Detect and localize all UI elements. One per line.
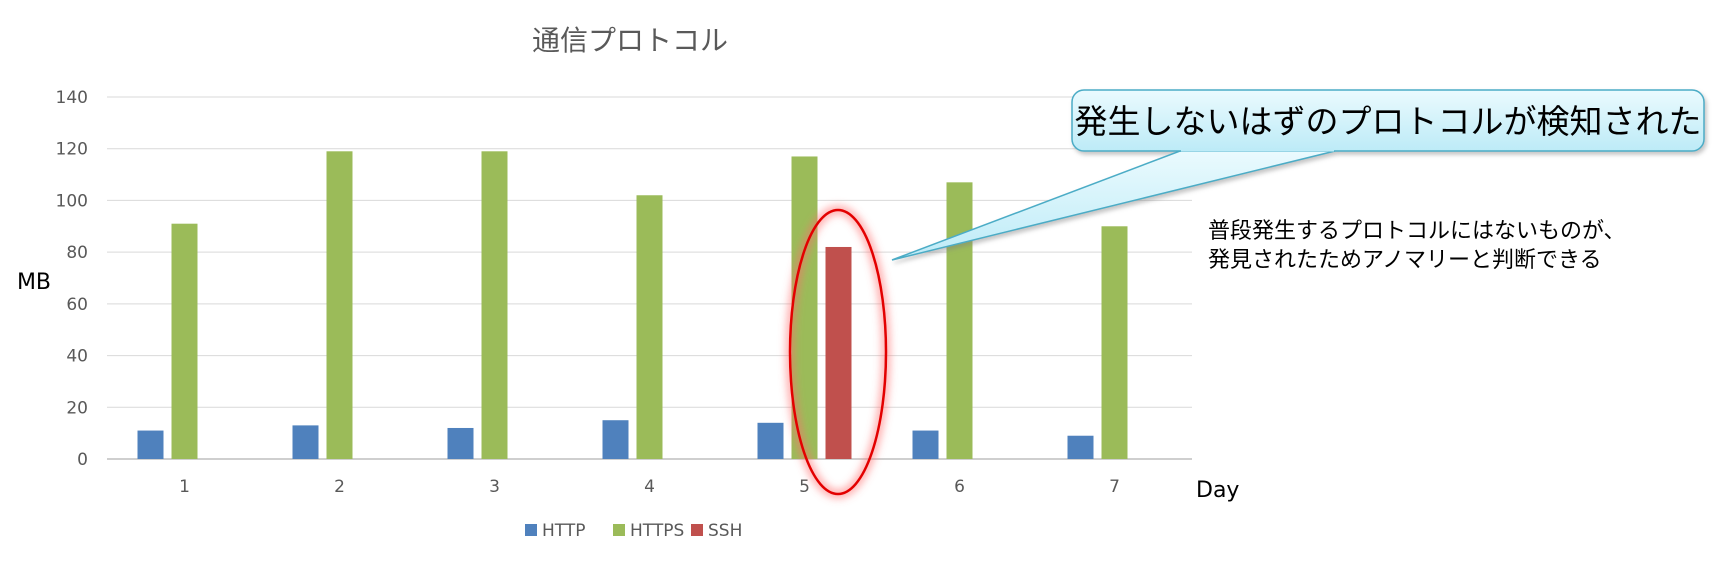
y-tick-label: 40 bbox=[66, 347, 88, 367]
legend-swatch-https bbox=[613, 524, 625, 536]
x-axis-ticks: 1 2 3 4 5 6 7 bbox=[179, 477, 1120, 497]
y-tick-label: 60 bbox=[66, 295, 88, 315]
bar-https-day-6 bbox=[946, 182, 973, 460]
bars bbox=[137, 151, 1128, 460]
y-tick-label: 120 bbox=[56, 140, 88, 160]
x-tick-label: 1 bbox=[179, 477, 190, 497]
y-tick-label: 0 bbox=[77, 450, 88, 470]
bar-https-day-3 bbox=[481, 151, 508, 460]
bar-http-day-6 bbox=[912, 430, 939, 459]
highlight-ellipse bbox=[788, 208, 888, 496]
bar-https-day-7 bbox=[1101, 226, 1128, 459]
x-axis-label: Day bbox=[1196, 478, 1239, 503]
bar-http-day-5 bbox=[757, 422, 784, 459]
x-tick-label: 3 bbox=[489, 477, 500, 497]
x-tick-label: 2 bbox=[334, 477, 345, 497]
x-tick-label: 7 bbox=[1109, 477, 1120, 497]
x-tick-label: 6 bbox=[954, 477, 965, 497]
y-axis-label: MB bbox=[17, 270, 51, 295]
chart-title: 通信プロトコル bbox=[532, 24, 728, 57]
legend-swatch-http bbox=[525, 524, 537, 536]
bar-http-day-2 bbox=[292, 425, 319, 459]
legend-label-http: HTTP bbox=[542, 521, 586, 541]
callout-text: 発生しないはずのプロトコルが検知された bbox=[1075, 102, 1702, 141]
bar-ssh-day-5 bbox=[825, 246, 852, 459]
bar-http-day-7 bbox=[1067, 435, 1094, 459]
note-line-1: 普段発生するプロトコルにはないものが、 bbox=[1208, 219, 1626, 244]
callout-box bbox=[1071, 89, 1705, 152]
bar-https-day-4 bbox=[636, 195, 663, 459]
y-axis-ticks: 0 20 40 60 80 100 120 140 bbox=[56, 88, 88, 470]
y-tick-label: 140 bbox=[56, 88, 88, 108]
note-line-2: 発見されたためアノマリーと判断できる bbox=[1208, 248, 1602, 273]
bar-https-day-1 bbox=[171, 223, 198, 459]
bar-http-day-4 bbox=[602, 420, 629, 459]
y-tick-label: 20 bbox=[66, 398, 88, 418]
anomaly-highlight bbox=[785, 205, 891, 499]
bar-http-day-1 bbox=[137, 430, 164, 459]
callout: 発生しないはずのプロトコルが検知された bbox=[891, 89, 1705, 261]
x-tick-label: 5 bbox=[799, 477, 810, 497]
x-tick-label: 4 bbox=[644, 477, 655, 497]
y-tick-label: 80 bbox=[66, 243, 88, 263]
legend-label-https: HTTPS bbox=[630, 521, 684, 541]
bar-http-day-3 bbox=[447, 427, 474, 459]
bar-https-day-2 bbox=[326, 151, 353, 460]
legend: HTTP HTTPS SSH bbox=[525, 521, 742, 541]
legend-label-ssh: SSH bbox=[708, 521, 742, 541]
legend-swatch-ssh bbox=[691, 524, 703, 536]
y-tick-label: 100 bbox=[56, 191, 88, 211]
